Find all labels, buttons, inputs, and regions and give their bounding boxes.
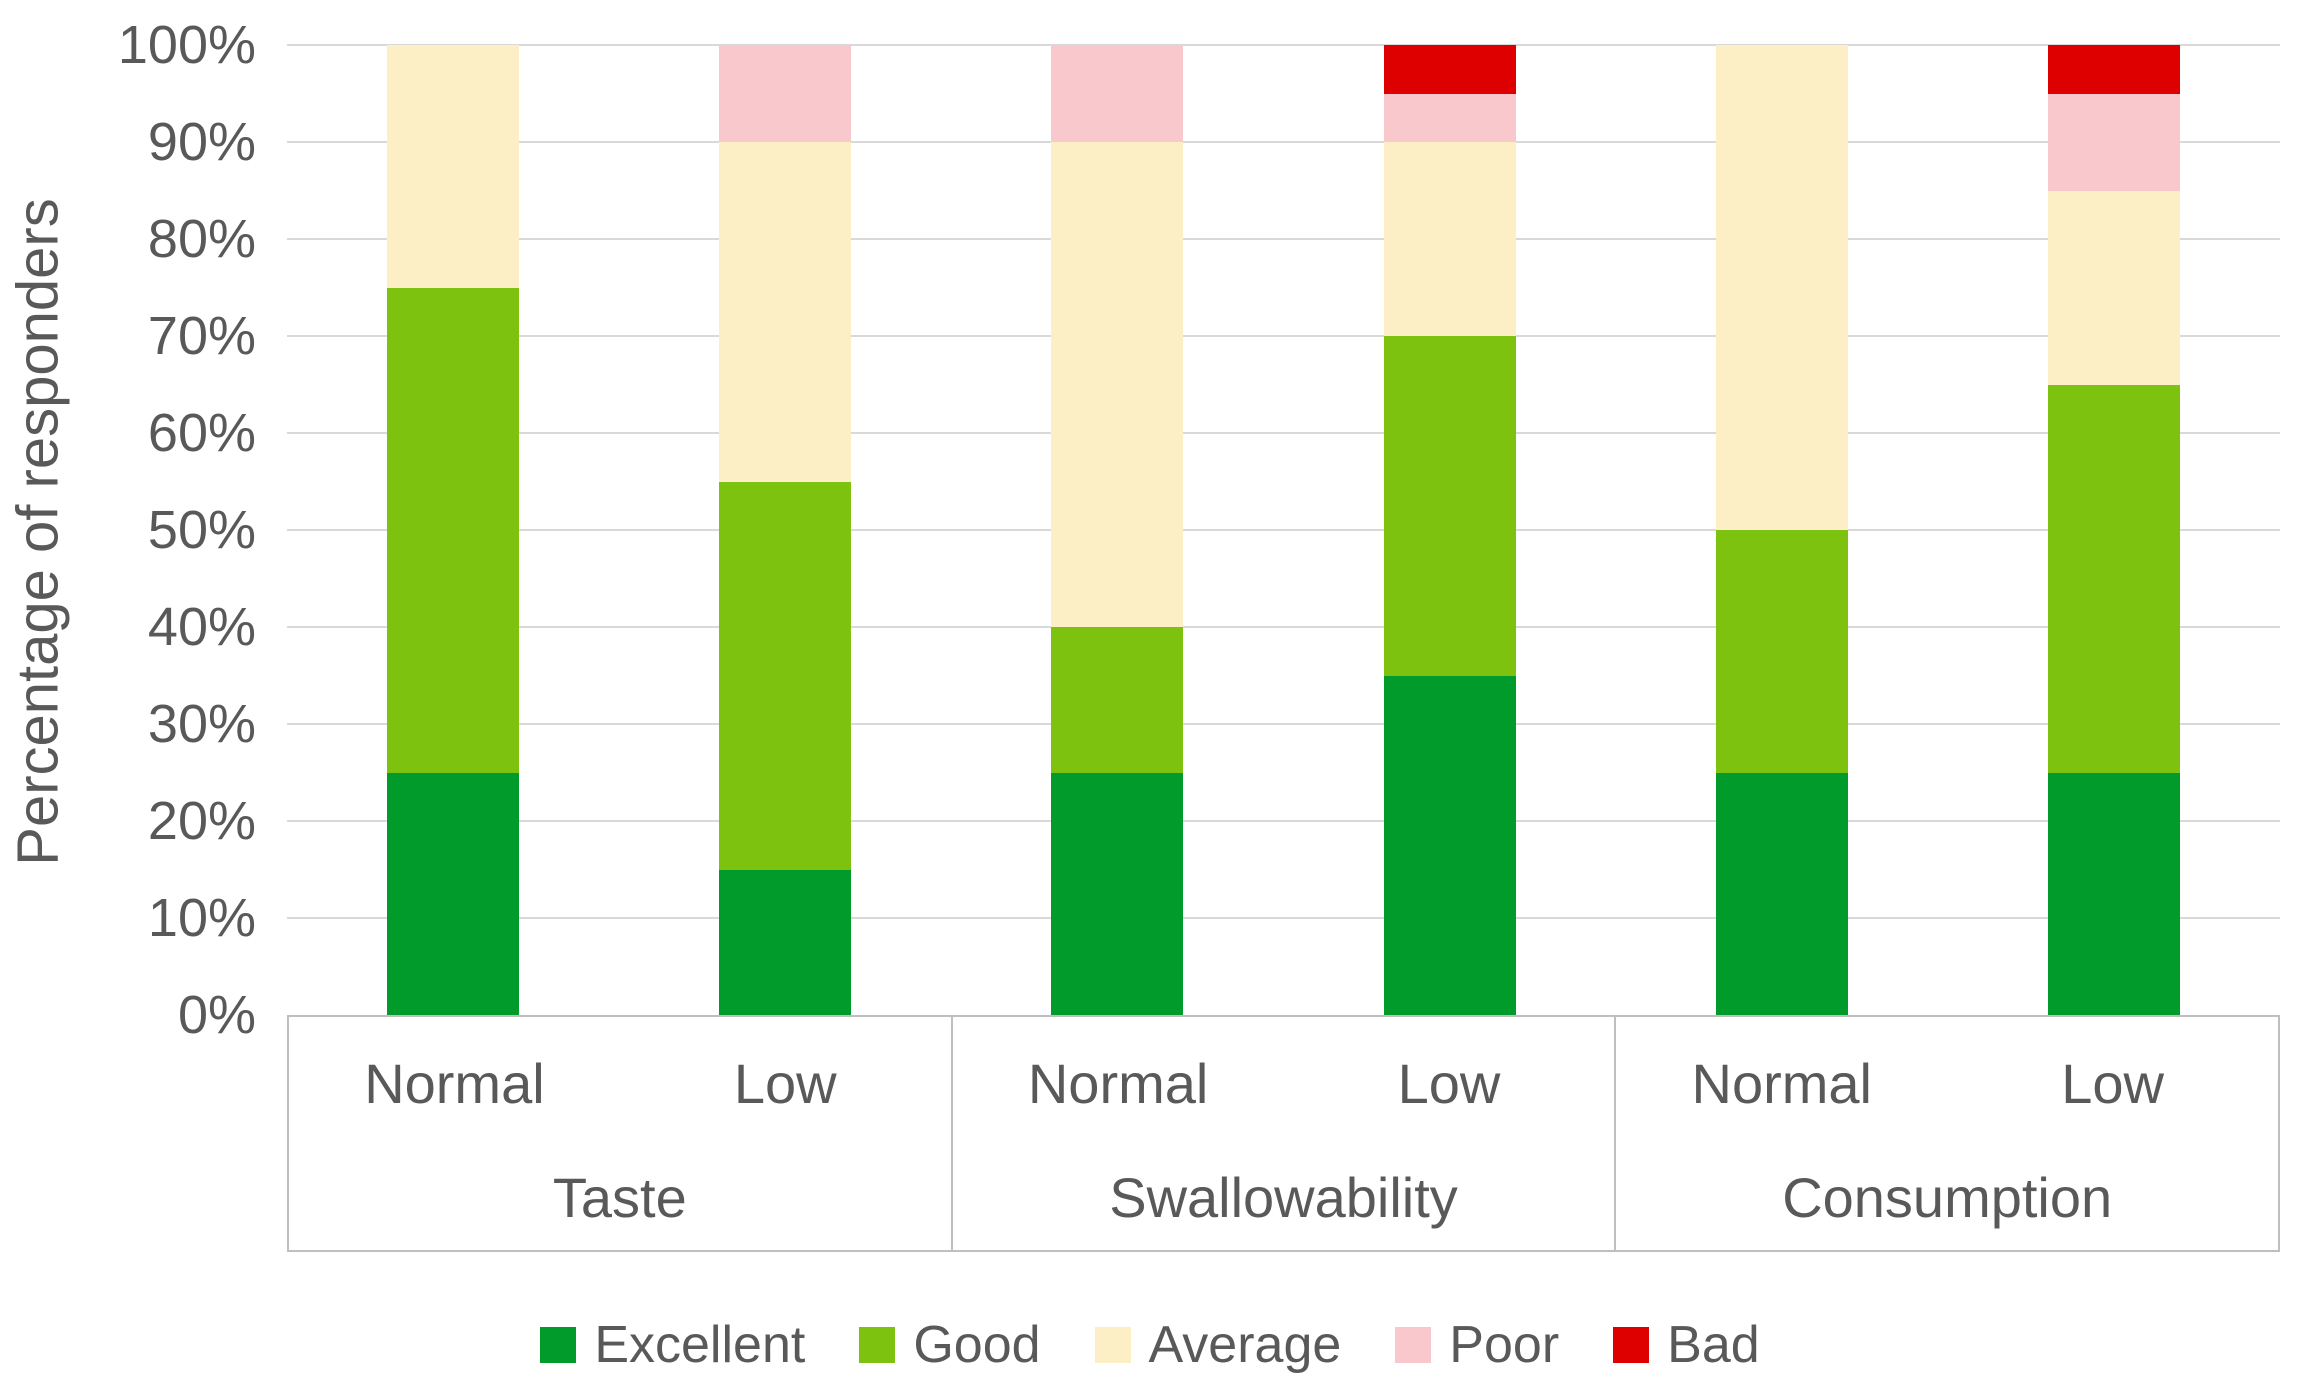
legend-swatch	[1094, 1327, 1131, 1363]
bar-segment-poor	[719, 45, 852, 142]
y-tick-label: 70%	[147, 306, 256, 366]
y-tick-label: 10%	[147, 888, 256, 948]
condition-label: Normal	[364, 1051, 545, 1115]
bar-swallowability-low	[1383, 45, 1516, 1015]
legend-swatch	[540, 1327, 577, 1363]
bar-segment-poor	[1383, 93, 1516, 142]
bar-segment-good	[719, 481, 852, 870]
gridline	[287, 723, 2280, 725]
gridline	[287, 432, 2280, 434]
category-group-swallowability: Normal Low Swallowability	[950, 1017, 1615, 1250]
bar-segment-average	[2047, 190, 2180, 385]
bar-segment-average	[1383, 142, 1516, 336]
legend-item-poor: Poor	[1395, 1315, 1559, 1375]
group-label: Taste	[552, 1166, 687, 1230]
bar-segment-excellent	[2047, 772, 2180, 1015]
y-tick-label: 40%	[147, 597, 256, 657]
bar-consumption-low	[2047, 45, 2180, 1015]
category-axis-table: Normal Low Taste Normal Low Swallowability Nor…	[287, 1015, 2280, 1252]
bar-segment-average	[387, 45, 520, 288]
bar-segment-poor	[2047, 93, 2180, 191]
bar-segment-average	[719, 142, 852, 482]
bar-taste-normal	[387, 45, 520, 1015]
legend-label: Bad	[1667, 1316, 1760, 1374]
y-axis-tick-labels: 0% 10% 20% 30% 40% 50% 60% 70% 80% 90% 100%	[0, 15, 256, 1045]
legend-item-excellent: Excellent	[540, 1315, 805, 1375]
bar-segment-excellent	[1715, 772, 1848, 1015]
bar-segment-excellent	[387, 772, 520, 1015]
condition-label: Normal	[1027, 1051, 1209, 1115]
gridline	[287, 626, 2280, 628]
bar-segment-bad	[2047, 45, 2180, 94]
bar-segment-average	[1051, 142, 1184, 627]
y-tick-label: 30%	[147, 694, 256, 754]
condition-label: Low	[1397, 1051, 1501, 1115]
plot-area	[287, 44, 2280, 1015]
bar-segment-excellent	[1383, 675, 1516, 1015]
gridline	[287, 44, 2280, 46]
condition-labels-row: Normal Low	[953, 1017, 1615, 1136]
bar-segment-average	[1715, 45, 1848, 530]
legend-swatch	[1395, 1327, 1432, 1363]
group-label: Consumption	[1782, 1166, 2113, 1230]
legend-item-average: Average	[1094, 1315, 1342, 1375]
legend-label: Average	[1148, 1316, 1342, 1374]
bar-consumption-normal	[1715, 45, 1848, 1015]
y-tick-label: 50%	[147, 500, 256, 560]
condition-label: Low	[2061, 1051, 2164, 1115]
bar-segment-good	[1383, 336, 1516, 676]
legend-label: Good	[913, 1316, 1041, 1374]
bar-segment-good	[1715, 530, 1848, 773]
condition-labels-row: Normal Low	[1616, 1017, 2278, 1136]
legend: Excellent Good Average Poor Bad	[0, 1308, 2300, 1382]
bar-segment-excellent	[719, 869, 852, 1015]
gridline	[287, 335, 2280, 337]
bar-segment-poor	[1051, 45, 1184, 142]
condition-label: Normal	[1691, 1051, 1872, 1115]
category-group-taste: Normal Low Taste	[289, 1017, 951, 1250]
gridline	[287, 820, 2280, 822]
gridline	[287, 141, 2280, 143]
legend-label: Poor	[1449, 1316, 1560, 1374]
group-label: Swallowability	[1109, 1166, 1458, 1230]
bar-segment-excellent	[1051, 772, 1184, 1015]
y-tick-label: 90%	[147, 112, 256, 172]
category-group-consumption: Normal Low Consumption	[1614, 1017, 2278, 1250]
gridline	[287, 529, 2280, 531]
y-tick-label: 100%	[117, 15, 256, 75]
legend-item-bad: Bad	[1613, 1315, 1760, 1375]
legend-swatch	[1613, 1327, 1650, 1363]
bar-segment-good	[1051, 627, 1184, 773]
y-tick-label: 20%	[147, 791, 256, 851]
legend-label: Excellent	[594, 1316, 806, 1374]
bar-segment-bad	[1383, 45, 1516, 94]
y-tick-label: 60%	[147, 403, 256, 463]
gridline	[287, 238, 2280, 240]
bar-segment-good	[2047, 384, 2180, 773]
bar-swallowability-normal	[1051, 45, 1184, 1015]
condition-label: Low	[733, 1051, 837, 1115]
y-tick-label: 80%	[147, 209, 256, 269]
bar-taste-low	[719, 45, 852, 1015]
legend-swatch	[859, 1327, 896, 1363]
bar-segment-good	[387, 287, 520, 773]
legend-item-good: Good	[859, 1315, 1041, 1375]
y-tick-label: 0%	[177, 985, 256, 1045]
gridline	[287, 917, 2280, 919]
condition-labels-row: Normal Low	[289, 1017, 951, 1136]
